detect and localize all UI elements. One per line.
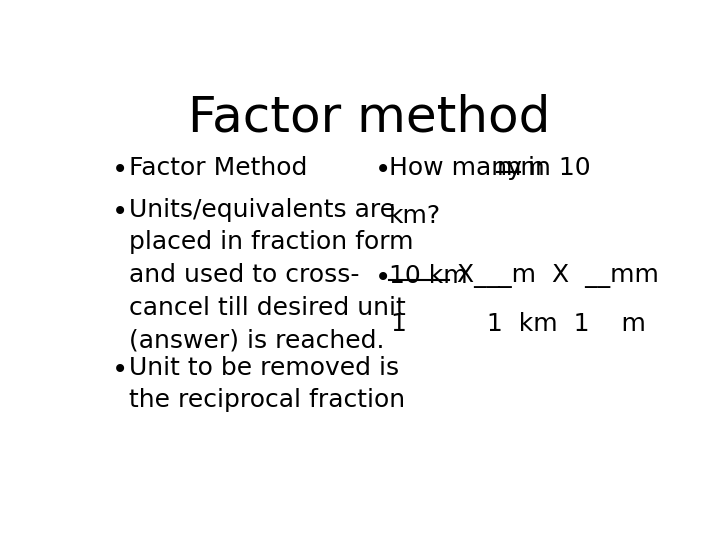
Text: X___m  X  __mm: X___m X __mm bbox=[449, 265, 658, 288]
Text: in 10: in 10 bbox=[521, 156, 591, 180]
Text: •: • bbox=[112, 198, 129, 226]
Text: Units/equivalents are
placed in fraction form
and used to cross-
cancel till des: Units/equivalents are placed in fraction… bbox=[129, 198, 413, 352]
Text: •: • bbox=[112, 356, 129, 384]
Text: Factor Method: Factor Method bbox=[129, 156, 307, 180]
Text: km?: km? bbox=[389, 204, 441, 228]
Text: Factor method: Factor method bbox=[188, 94, 550, 142]
Text: mm: mm bbox=[497, 156, 545, 180]
Text: •: • bbox=[374, 156, 391, 184]
Text: •: • bbox=[374, 265, 391, 292]
Text: 1          1  km  1    m: 1 1 km 1 m bbox=[392, 312, 646, 336]
Text: •: • bbox=[112, 156, 129, 184]
Text: Unit to be removed is
the reciprocal fraction: Unit to be removed is the reciprocal fra… bbox=[129, 356, 405, 413]
Text: 10 km: 10 km bbox=[389, 265, 467, 288]
Text: How many: How many bbox=[389, 156, 529, 180]
